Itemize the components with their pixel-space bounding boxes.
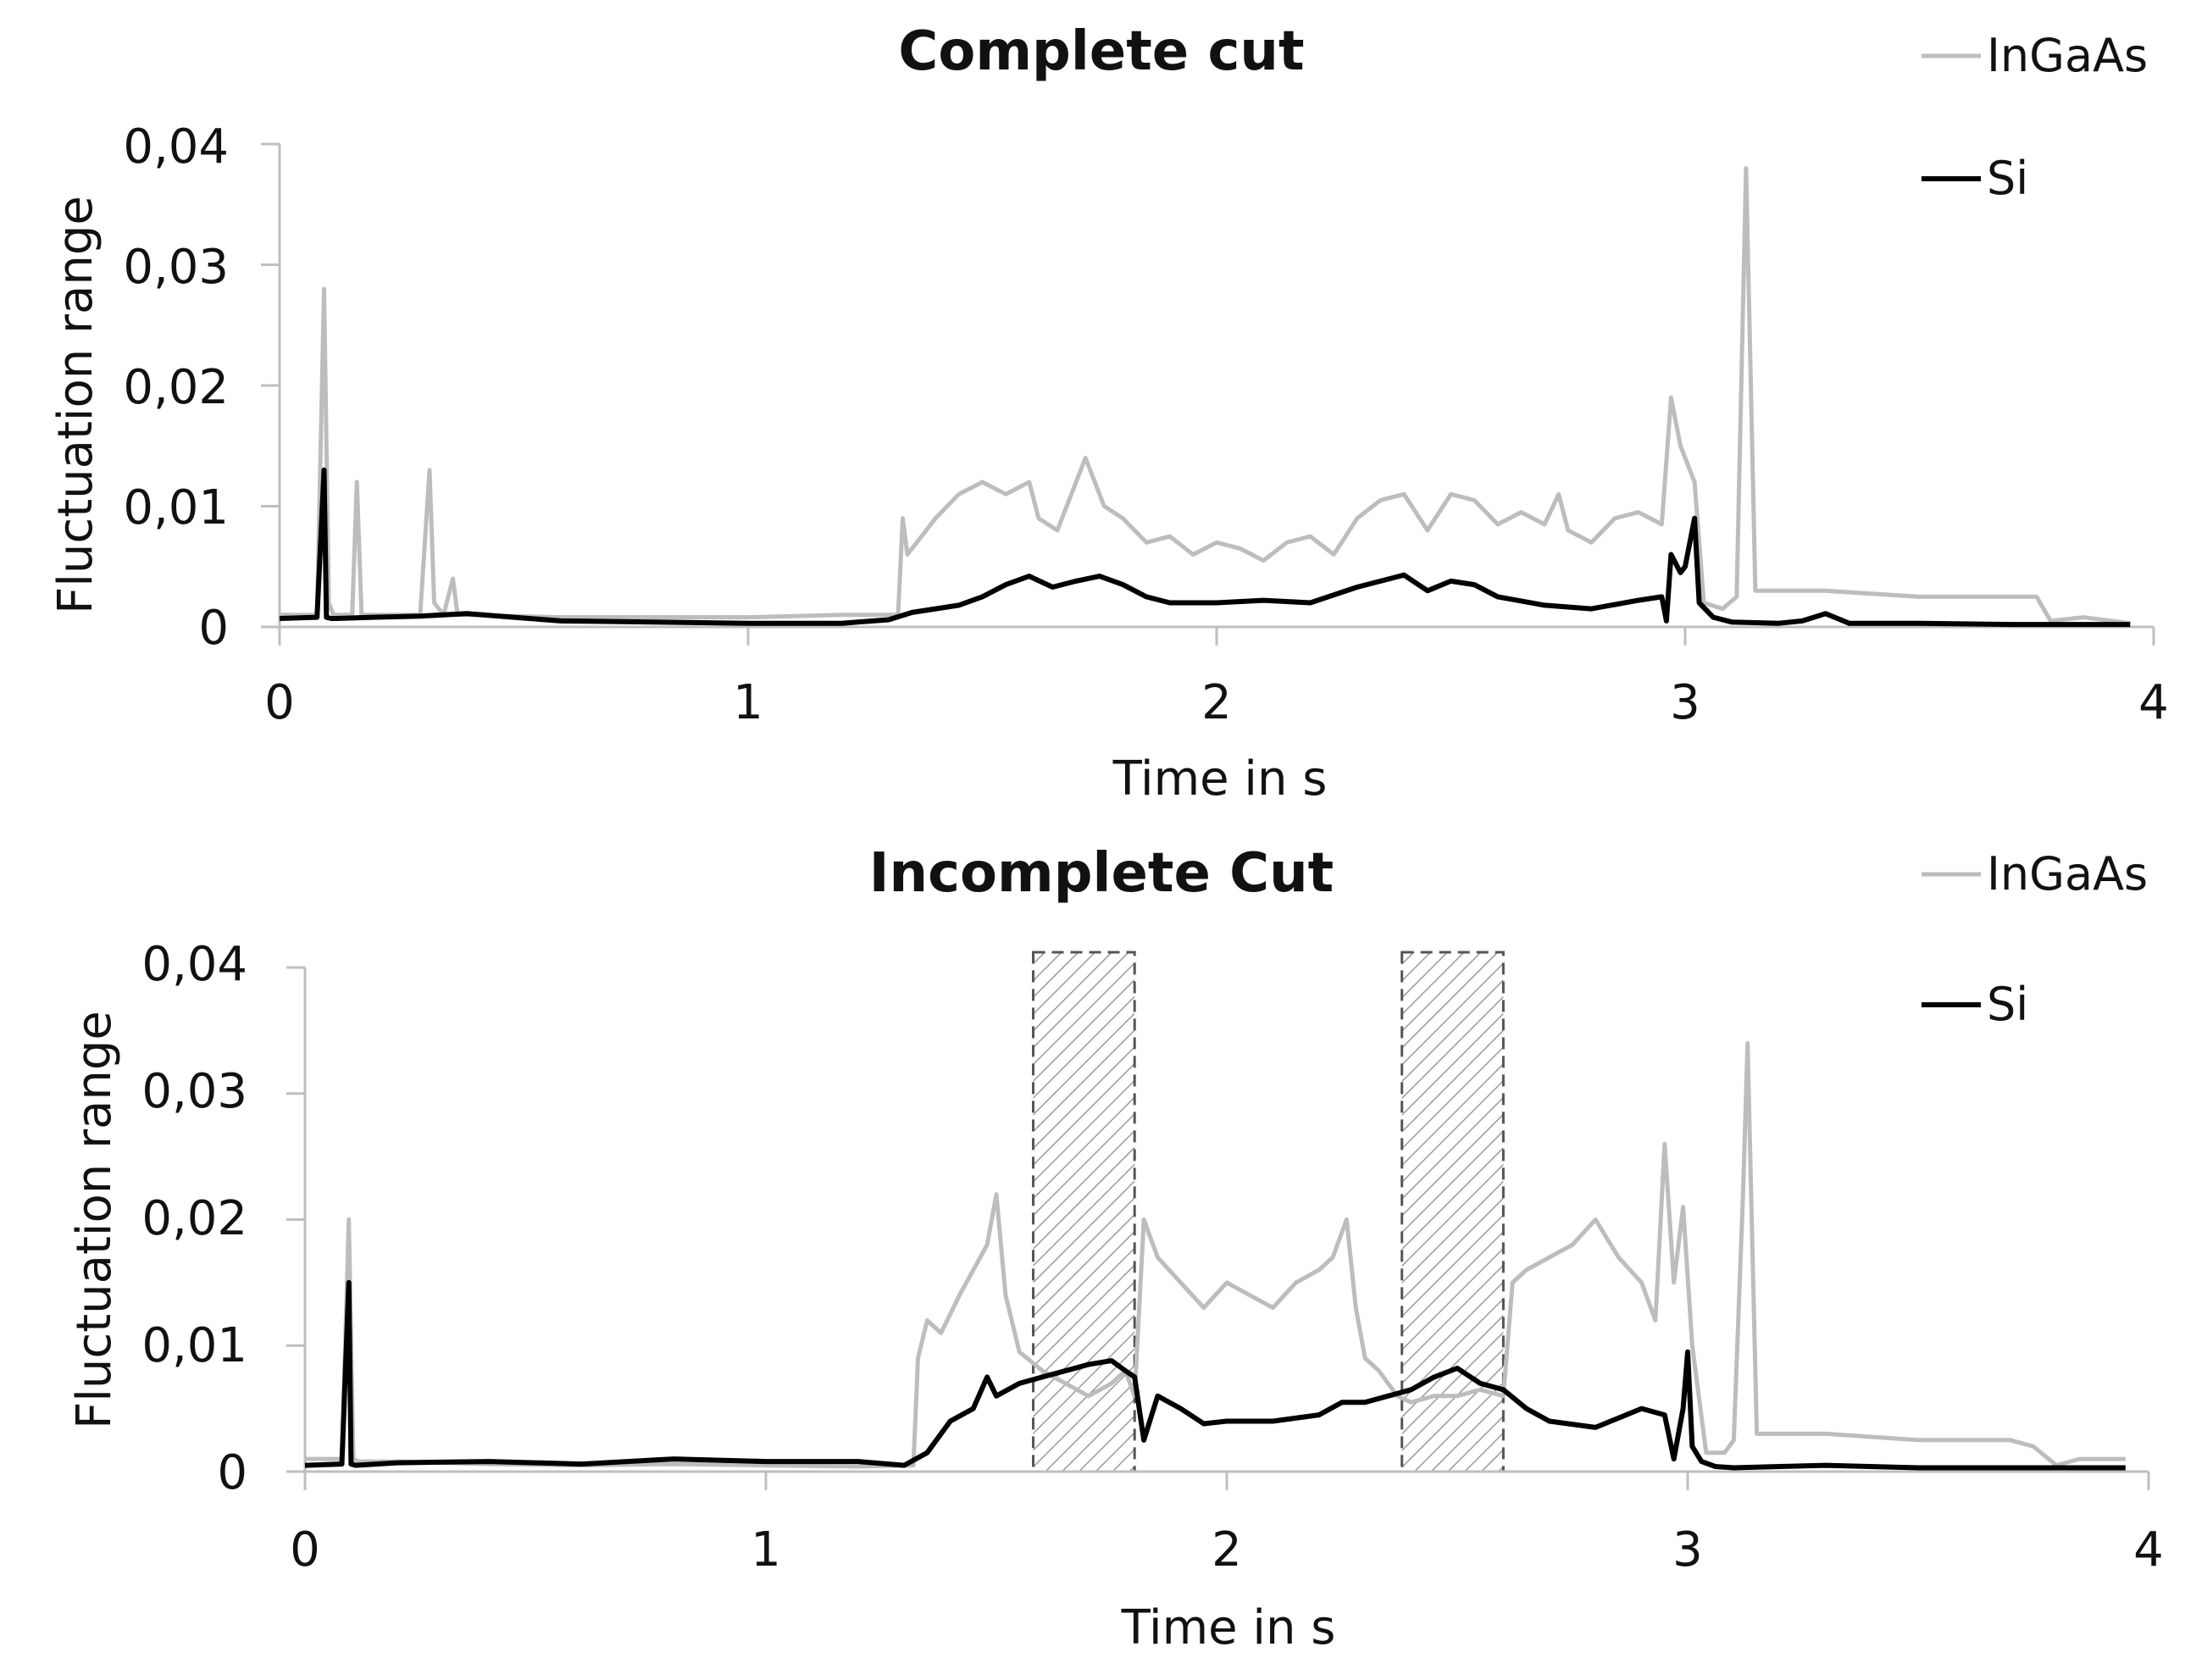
y-tick-label: 0,03 (123, 240, 229, 295)
x-tick-label: 3 (1670, 675, 1700, 730)
plot-area (286, 951, 2150, 1490)
y-tick-label: 0 (198, 601, 229, 656)
x-tick-label: 3 (1672, 1522, 1703, 1577)
x-tick-label: 1 (733, 675, 763, 730)
series-line-si (279, 467, 2131, 628)
y-tick-label: 0 (217, 1445, 247, 1500)
legend-label-si: Si (1987, 978, 2028, 1031)
x-tick-labels: 0 1 2 3 4 (290, 1522, 2164, 1577)
series-line-si (304, 1279, 2126, 1471)
y-tick-label: 0,02 (141, 1191, 247, 1246)
y-axis-title: Fluctuation range (67, 1011, 122, 1429)
y-tick-label: 0,04 (123, 119, 229, 175)
x-tick-label: 4 (2138, 675, 2169, 730)
chart-title: Incomplete Cut (869, 842, 1334, 905)
legend-label-ingaas: InGaAs (1987, 29, 2148, 82)
x-tick-label: 2 (1212, 1522, 1242, 1577)
x-tick-label: 0 (290, 1522, 320, 1577)
y-tick-labels: 0 0,01 0,02 0,03 0,04 (123, 119, 229, 656)
y-tick-label: 0,03 (141, 1064, 247, 1119)
y-tick-label: 0,04 (141, 937, 247, 992)
y-axis-title: Fluctuation range (48, 196, 103, 614)
y-tick-label: 0,01 (141, 1318, 247, 1373)
x-axis-title: Time in s (1112, 751, 1328, 807)
y-tick-labels: 0 0,01 0,02 0,03 0,04 (141, 937, 247, 1500)
legend-label-si: Si (1987, 152, 2028, 205)
x-tick-label: 0 (264, 675, 295, 730)
x-tick-label: 4 (2133, 1522, 2164, 1577)
series-line-ingaas (305, 1040, 2126, 1469)
x-axis-title: Time in s (1121, 1600, 1336, 1655)
series-line-ingaas (280, 166, 2131, 626)
chart-title: Complete cut (898, 20, 1304, 83)
plot-area (261, 142, 2155, 646)
legend: InGaAs Si (1922, 847, 2148, 1031)
y-tick-label: 0,02 (123, 360, 229, 415)
chart-incomplete-cut: Incomplete Cut Fluctuation range Time in… (67, 842, 2164, 1655)
legend-label-ingaas: InGaAs (1987, 847, 2148, 901)
x-tick-label: 2 (1201, 675, 1232, 730)
y-tick-label: 0,01 (123, 480, 229, 535)
legend: InGaAs Si (1922, 29, 2148, 205)
x-tick-label: 1 (751, 1522, 781, 1577)
chart-complete-cut: Complete cut Fluctuation range Time in s… (48, 20, 2169, 807)
x-tick-labels: 0 1 2 3 4 (264, 675, 2169, 730)
shaded-region (1032, 951, 1136, 1473)
